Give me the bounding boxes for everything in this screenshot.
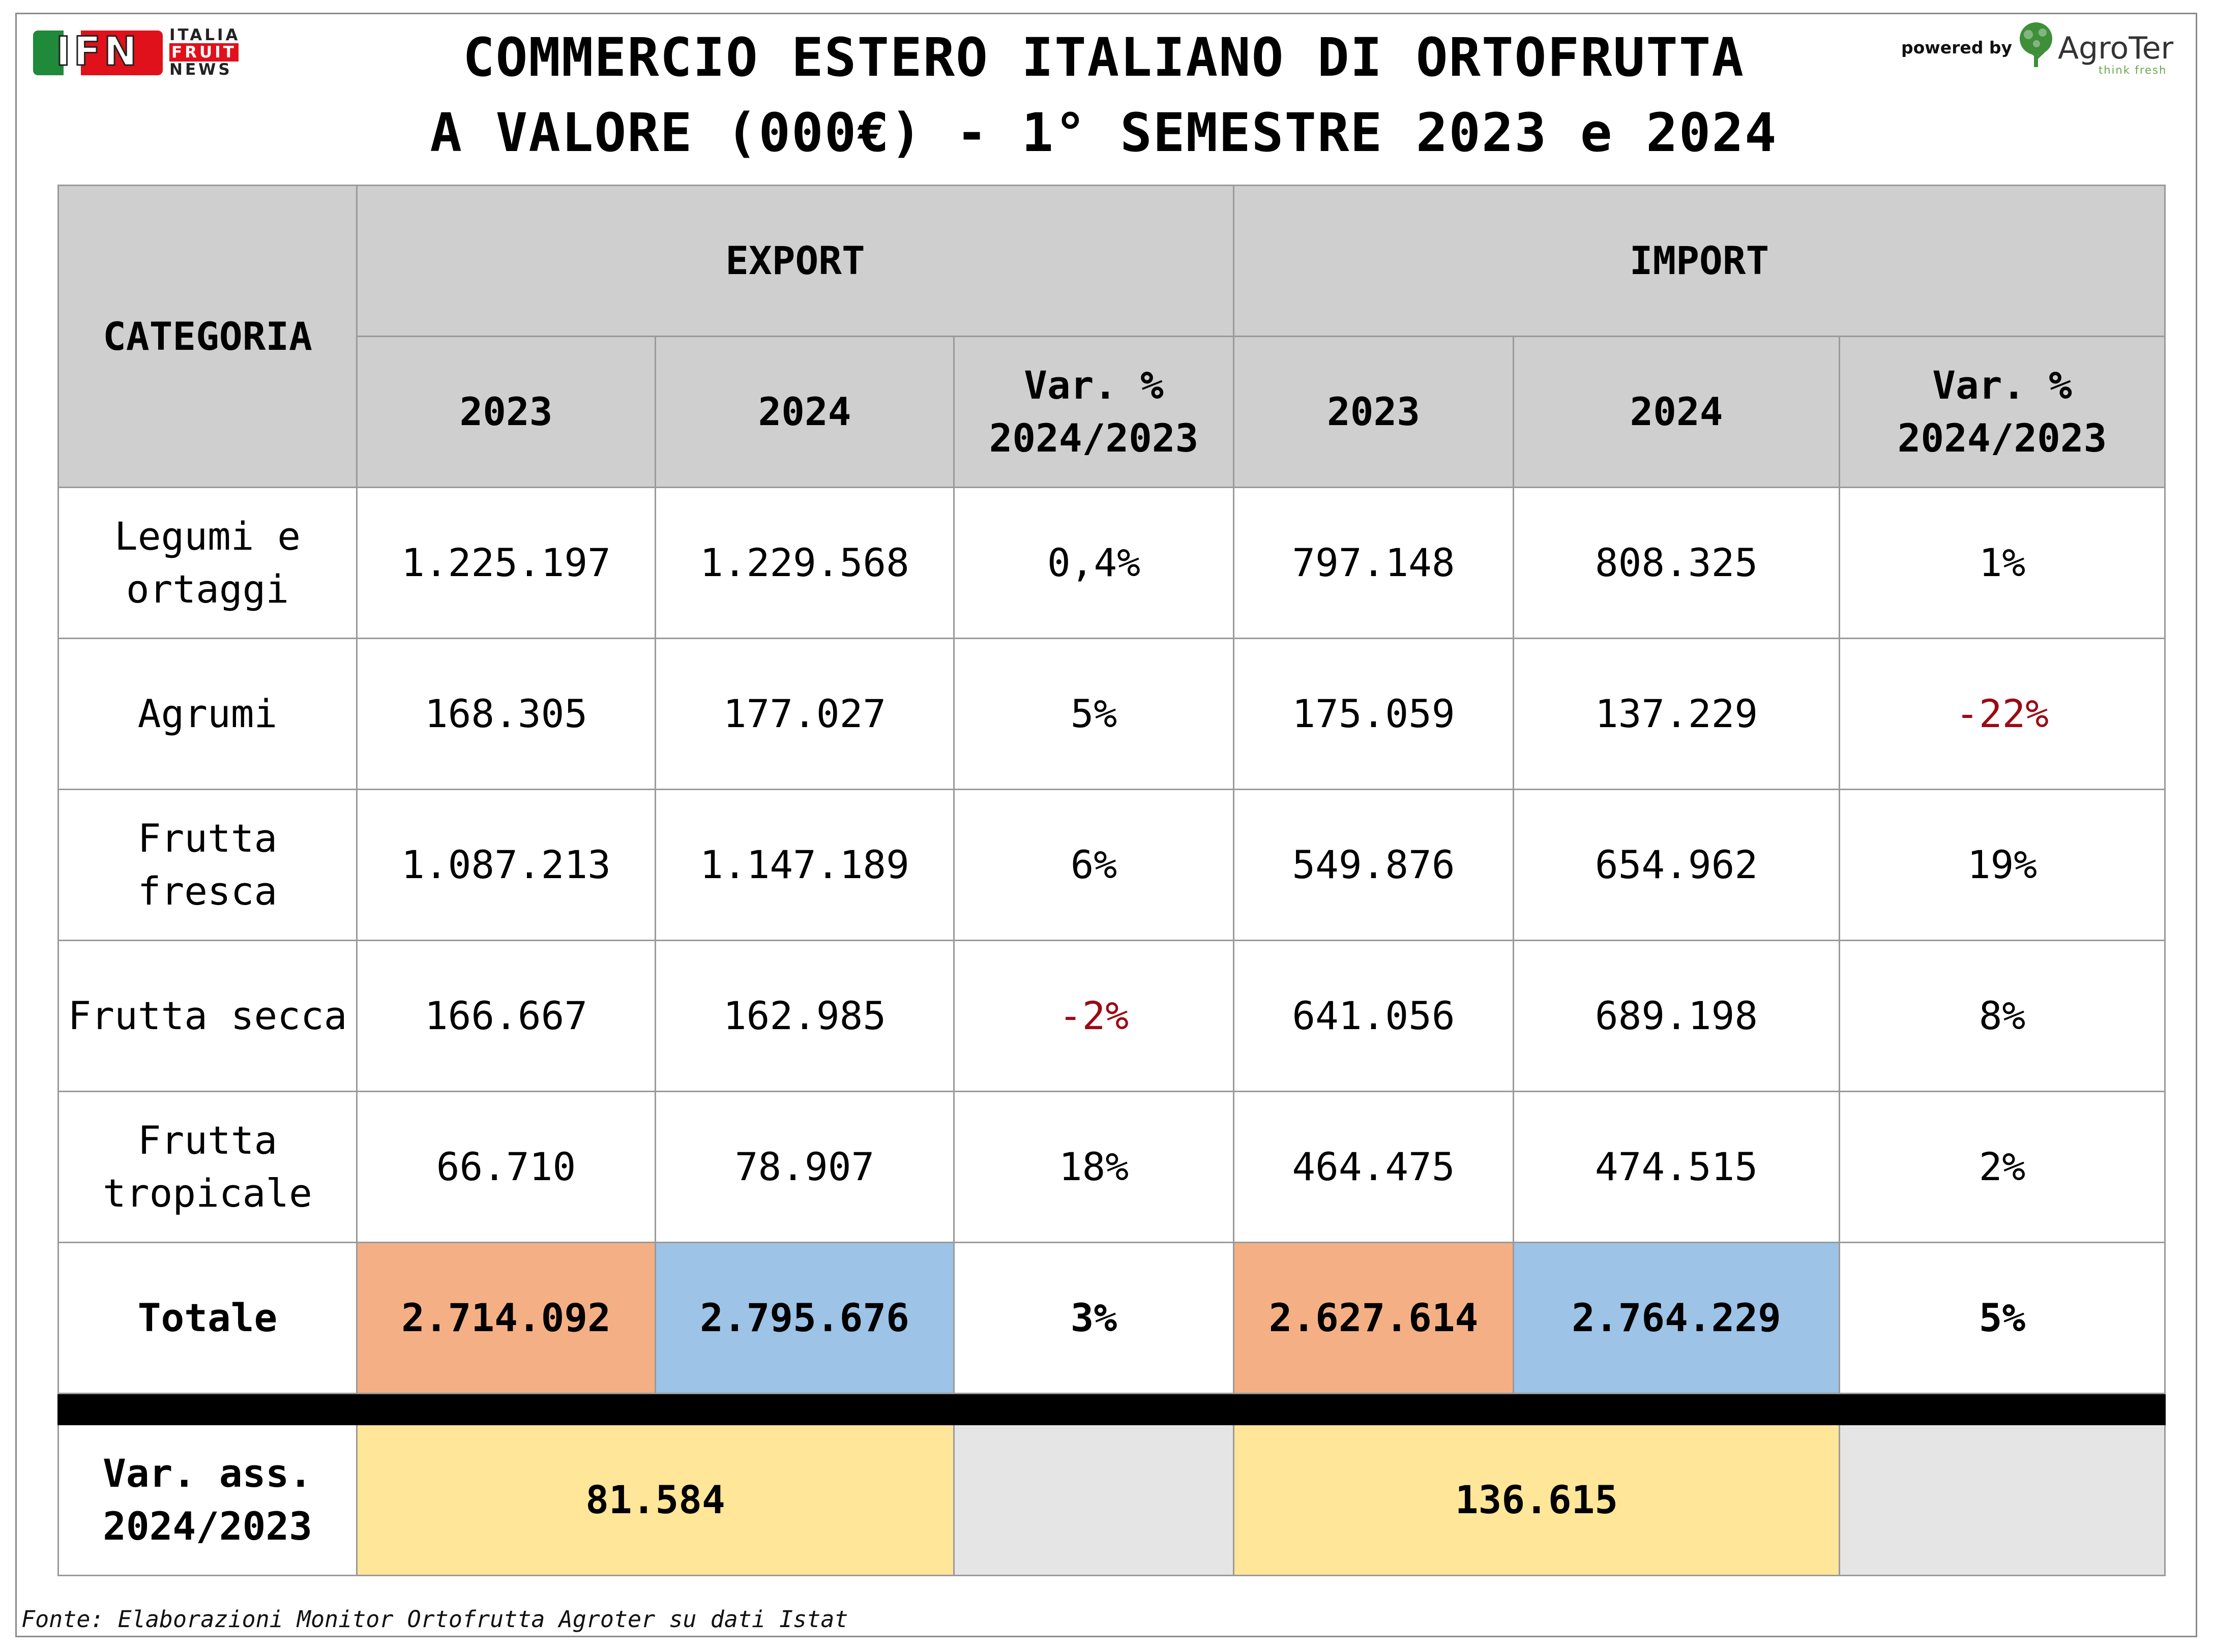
export-2024-value: 1.229.568 — [655, 487, 955, 639]
header-export-2024: 2024 — [655, 336, 955, 488]
header-export-var-l1: Var. % — [1024, 363, 1164, 408]
export-2023-value: 66.710 — [356, 1091, 656, 1243]
export-var-value: 6% — [953, 789, 1234, 941]
header-import-var-l1: Var. % — [1932, 363, 2072, 408]
export-2023-value: 1.087.213 — [356, 789, 656, 941]
import-2023-value: 641.056 — [1233, 940, 1514, 1092]
import-2024-value: 689.198 — [1513, 940, 1840, 1092]
title-line-2: A VALORE (000€) - 1° SEMESTRE 2023 e 202… — [430, 102, 1778, 164]
import-2023-value: 549.876 — [1233, 789, 1514, 941]
tree-icon — [2020, 22, 2052, 67]
header-export: EXPORT — [356, 185, 1234, 337]
total-export-2024: 2.795.676 — [655, 1242, 955, 1394]
table-row: Agrumi 168.305 177.027 5% 175.059 137.22… — [57, 638, 2166, 790]
trade-table: CATEGORIA EXPORT IMPORT 2023 2024 Var. %… — [57, 185, 2166, 1576]
export-var-value: -2% — [953, 940, 1234, 1092]
var-ass-import: 136.615 — [1233, 1424, 1840, 1576]
header-import-var-l2: 2024/2023 — [1897, 415, 2107, 461]
row-category: Legumi e ortaggi — [57, 487, 358, 639]
total-row: Totale 2.714.092 2.795.676 3% 2.627.614 … — [57, 1242, 2166, 1394]
import-var-value: 19% — [1839, 789, 2166, 941]
import-2023-value: 797.148 — [1233, 487, 1514, 639]
table-row: Frutta secca 166.667 162.985 -2% 641.056… — [57, 940, 2166, 1092]
export-var-value: 5% — [953, 638, 1234, 790]
import-2024-value: 474.515 — [1513, 1091, 1840, 1243]
header-import-var: Var. % 2024/2023 — [1839, 336, 2166, 488]
separator-bar — [57, 1393, 2166, 1425]
import-var-value: 8% — [1839, 940, 2166, 1092]
header-export-var-l2: 2024/2023 — [989, 415, 1199, 461]
export-2024-value: 1.147.189 — [655, 789, 955, 941]
export-var-value: 18% — [953, 1091, 1234, 1243]
total-export-2023: 2.714.092 — [356, 1242, 656, 1394]
source-note: Fonte: Elaborazioni Monitor Ortofrutta A… — [21, 1606, 848, 1633]
header-import: IMPORT — [1233, 185, 2166, 337]
total-import-2023: 2.627.614 — [1233, 1242, 1514, 1394]
import-2024-value: 137.229 — [1513, 638, 1840, 790]
total-import-2024: 2.764.229 — [1513, 1242, 1840, 1394]
var-ass-row: Var. ass. 2024/2023 81.584 136.615 — [57, 1424, 2166, 1576]
import-2024-value: 808.325 — [1513, 487, 1840, 639]
table-row: Frutta fresca 1.087.213 1.147.189 6% 549.… — [57, 789, 2166, 941]
agroter-tagline: think fresh — [2099, 64, 2167, 76]
export-2024-value: 78.907 — [655, 1091, 955, 1243]
import-2024-value: 654.962 — [1513, 789, 1840, 941]
page-frame — [15, 13, 2197, 1637]
header-categoria: CATEGORIA — [57, 185, 358, 488]
total-export-var: 3% — [953, 1242, 1234, 1394]
import-var-value: 2% — [1839, 1091, 2166, 1243]
var-ass-export-empty — [953, 1424, 1234, 1576]
powered-by-label: powered by — [1901, 38, 2013, 57]
agroter-logo: AgroTer think fresh — [2013, 20, 2176, 76]
export-2023-value: 1.225.197 — [356, 487, 656, 639]
export-2023-value: 166.667 — [356, 940, 656, 1092]
row-category: Frutta fresca — [57, 789, 358, 941]
row-category: Agrumi — [57, 638, 358, 790]
ifn-logo-badge — [33, 31, 163, 75]
ifn-word-news: NEWS — [169, 61, 232, 79]
table-row: Frutta tropicale 66.710 78.907 18% 464.47… — [57, 1091, 2166, 1243]
var-ass-export: 81.584 — [356, 1424, 955, 1576]
agroter-name: AgroTer — [2058, 31, 2174, 66]
header-export-2023: 2023 — [356, 336, 656, 488]
import-2023-value: 175.059 — [1233, 638, 1514, 790]
header-import-2023: 2023 — [1233, 336, 1514, 488]
import-2023-value: 464.475 — [1233, 1091, 1514, 1243]
table-row: Legumi e ortaggi 1.225.197 1.229.568 0,4%… — [57, 487, 2166, 639]
ifn-logo-letters: IFN — [55, 29, 140, 75]
export-2024-value: 162.985 — [655, 940, 955, 1092]
row-category: Frutta secca — [57, 940, 358, 1092]
title-line-1: COMMERCIO ESTERO ITALIANO DI ORTOFRUTTA — [463, 26, 1745, 88]
total-import-var: 5% — [1839, 1242, 2166, 1394]
header-export-var: Var. % 2024/2023 — [953, 336, 1234, 488]
ifn-word-fruit: FRUIT — [169, 43, 239, 62]
export-var-value: 0,4% — [953, 487, 1234, 639]
import-var-value: -22% — [1839, 638, 2166, 790]
export-2023-value: 168.305 — [356, 638, 656, 790]
row-category: Frutta tropicale — [57, 1091, 358, 1243]
header-import-2024: 2024 — [1513, 336, 1840, 488]
import-var-value: 1% — [1839, 487, 2166, 639]
export-2024-value: 177.027 — [655, 638, 955, 790]
ifn-word-italia: ITALIA — [169, 26, 241, 44]
total-label: Totale — [57, 1242, 358, 1394]
ifn-logo: IFN ITALIA FRUIT NEWS — [33, 26, 252, 82]
ifn-logo-words: ITALIA FRUIT NEWS — [169, 26, 241, 78]
var-ass-import-empty — [1839, 1424, 2166, 1576]
var-ass-label: Var. ass. 2024/2023 — [57, 1424, 358, 1576]
